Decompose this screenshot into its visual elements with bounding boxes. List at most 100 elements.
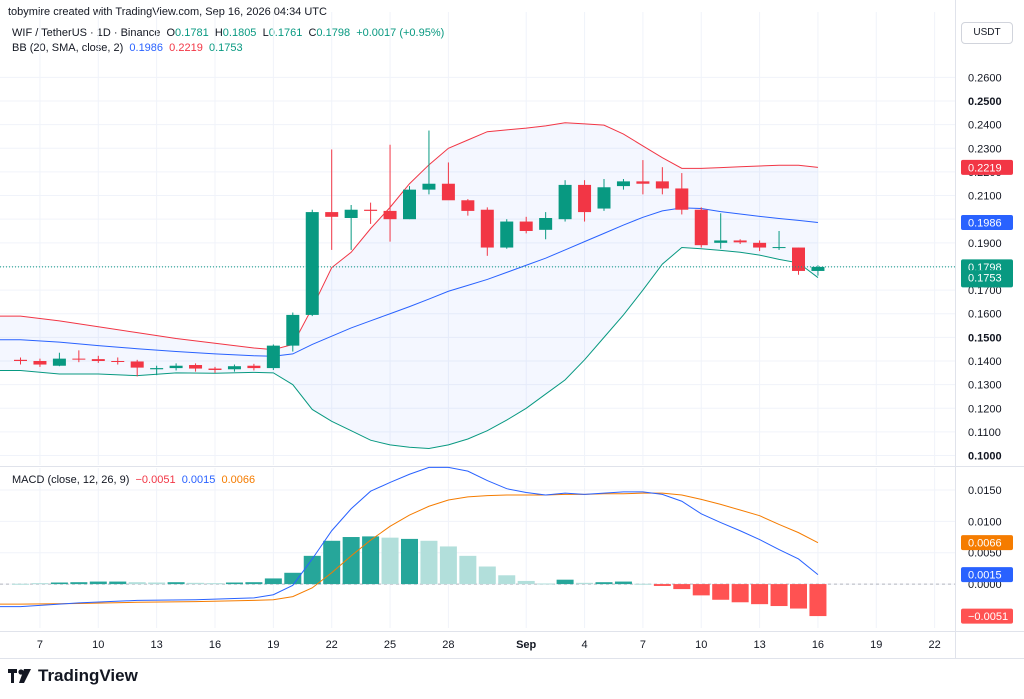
time-axis-tick: Sep	[516, 639, 536, 651]
price-axis-tick: 0.1500	[968, 332, 1002, 344]
bb-upper-value: 0.2219	[169, 42, 203, 54]
time-axis-tick: 22	[929, 639, 941, 651]
macd-histogram-bar	[70, 582, 88, 585]
macd-histogram-bar	[245, 582, 263, 585]
time-axis-tick: 28	[442, 639, 454, 651]
candle-body	[383, 210, 397, 220]
macd-histogram-bar	[401, 538, 418, 585]
macd-histogram-bar	[284, 572, 302, 585]
macd-histogram-bar	[459, 555, 477, 585]
price-axis-tick: 0.2100	[968, 191, 1002, 203]
candle-body	[111, 361, 125, 362]
price-axis-tick: 0.1200	[968, 403, 1002, 415]
time-axis-tick: 13	[753, 639, 765, 651]
macd-histogram-bar	[148, 582, 166, 585]
macd-histogram-bar	[751, 584, 769, 605]
macd-histogram-bar	[595, 582, 613, 585]
chart-credit: tobymire created with TradingView.com, S…	[8, 6, 327, 18]
time-axis-tick: 16	[209, 639, 221, 651]
candle-body	[344, 209, 358, 218]
macd-histogram-bar	[712, 584, 730, 600]
candle-body	[422, 183, 436, 190]
price-axis-label-bg	[961, 270, 1013, 286]
macd-histogram-bar	[109, 581, 127, 585]
candle-body	[500, 221, 514, 248]
candle-body	[266, 345, 280, 369]
macd-histogram-bar	[614, 581, 632, 585]
macd-histogram-bar	[439, 546, 457, 585]
macd-histogram-bar	[790, 584, 807, 609]
macd-axis-tick: 0.0150	[968, 485, 1002, 497]
symbol-title[interactable]: WIF / TetherUS · 1D · Binance	[12, 27, 161, 39]
candle-body	[14, 359, 27, 361]
price-axis-label-bg	[961, 214, 1013, 230]
macd-histogram-bar	[206, 583, 224, 585]
candle-body	[714, 240, 728, 243]
macd-legend: MACD (close, 12, 26, 9) −0.0051 0.0015 0…	[12, 474, 255, 486]
open-label: O	[166, 27, 176, 39]
price-axis-tick: 0.1100	[968, 427, 1001, 439]
high-label: H	[214, 27, 223, 39]
macd-axis-label-bg	[961, 567, 1013, 583]
macd-axis-label: 0.0066	[968, 538, 1002, 550]
symbol-legend-row: WIF / TetherUS · 1D · Binance O0.1781 H0…	[12, 26, 444, 41]
bb-band-fill	[0, 122, 818, 449]
candle-body	[811, 266, 825, 271]
candle-body	[733, 240, 747, 243]
low-label: L	[262, 27, 269, 39]
macd-histogram-bar	[420, 540, 438, 585]
price-axis-tick: 0.2400	[968, 120, 1002, 132]
candle-body	[286, 314, 300, 346]
candle-body	[675, 188, 689, 210]
candle-body	[753, 242, 767, 248]
candle-body	[558, 184, 572, 220]
high-value: 0.1805	[222, 27, 257, 39]
candle-body	[325, 212, 339, 217]
macd-title[interactable]: MACD (close, 12, 26, 9)	[12, 474, 130, 486]
candle-body	[208, 368, 222, 370]
time-axis-tick: 16	[812, 639, 824, 651]
macd-histogram-bar	[653, 584, 671, 586]
time-axis-tick: 7	[640, 639, 646, 651]
macd-histogram-bar	[498, 575, 516, 585]
candle-body	[597, 187, 611, 209]
macd-histogram-bar	[556, 579, 574, 585]
bb-upper-line	[0, 122, 819, 351]
macd-axis-label: −0.0051	[968, 611, 1008, 623]
bb-lower-value: 0.1753	[208, 42, 243, 54]
macd-histogram-bar	[634, 583, 652, 585]
macd-signal-value: 0.0066	[221, 474, 256, 486]
macd-histogram-bar	[517, 580, 535, 585]
price-axis-tick: 0.1900	[968, 238, 1002, 250]
price-axis-tick: 0.1700	[968, 285, 1002, 297]
macd-signal-line	[0, 492, 819, 605]
macd-histogram-bar	[537, 583, 555, 585]
time-axis-tick: 19	[870, 639, 882, 651]
macd-histogram-bar	[342, 537, 360, 585]
candle-body	[792, 247, 805, 271]
currency-button[interactable]: USDT	[961, 22, 1013, 44]
macd-axis-label: 0.0015	[968, 570, 1002, 582]
candle-body	[33, 361, 47, 365]
bb-lower-line	[0, 247, 819, 449]
candle-body	[539, 218, 553, 230]
candle-body	[72, 358, 86, 360]
candle-body	[480, 209, 494, 248]
candle-body	[364, 209, 378, 211]
time-axis-tick: 13	[151, 639, 163, 651]
time-axis-tick: 10	[92, 639, 104, 651]
tradingview-logo[interactable]: TradingView	[8, 666, 138, 686]
macd-histogram-bar	[809, 584, 827, 617]
candle-body	[616, 181, 630, 187]
price-axis-tick: 0.1400	[968, 356, 1002, 368]
candle-body	[403, 189, 416, 220]
candle-body	[130, 361, 144, 368]
candle-body	[227, 366, 241, 370]
candle-body	[169, 365, 183, 369]
tradingview-logo-icon	[8, 669, 31, 683]
macd-histogram-bar	[381, 537, 399, 585]
candle-body	[772, 247, 786, 249]
macd-histogram-bar	[323, 540, 341, 585]
change-value: +0.0017 (+0.95%)	[356, 27, 445, 39]
